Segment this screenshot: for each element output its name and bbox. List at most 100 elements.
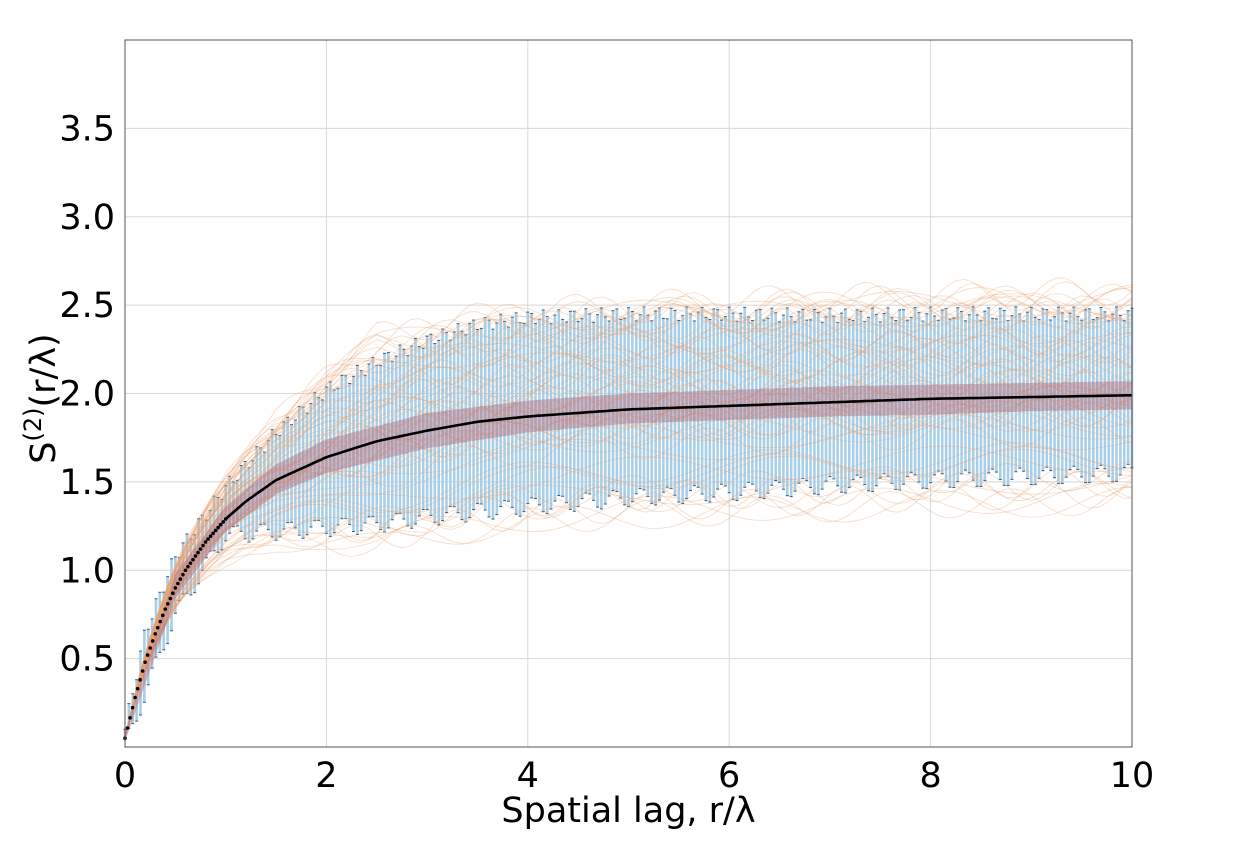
realization-line [124,401,1133,739]
mean-point [211,531,215,536]
mean-point [218,522,223,527]
mean-point [196,550,200,555]
realization-line [124,284,1133,739]
mean-point [201,543,205,548]
y-tick-label: 3.0 [59,198,115,238]
mean-point [160,613,165,618]
x-tick-label: 6 [718,756,740,796]
x-tick-label: 4 [517,756,539,796]
mean-point [173,586,178,590]
realization-line [124,483,382,739]
realization-line [124,424,1133,739]
mean-point [178,577,183,581]
mean-point [203,540,208,544]
realization-line [124,397,1133,739]
mean-point [148,646,152,650]
realization-line [124,317,1133,739]
realization-line [124,482,249,739]
realization-line [124,313,1133,739]
realization-line [124,292,1133,739]
realization-line [124,332,1133,739]
mean-point [198,547,203,551]
realization-line [124,400,1132,739]
realization-line [124,446,1133,739]
mean-point [206,537,210,541]
mean-point [193,554,198,558]
realization-line [124,386,1133,739]
y-tick-label: 1.5 [59,463,115,503]
x-tick-label: 0 [114,756,136,796]
realization-line [124,449,1133,739]
mean-point [153,632,158,636]
mean-point [135,686,140,691]
y-axis-label-base: S [24,442,64,464]
realization-line [124,471,1133,739]
mean-point [168,596,173,601]
realization-line [124,345,1133,739]
x-tick-label: 2 [315,756,337,796]
y-axis-label-superscript: (2) [19,408,47,442]
mean-point [171,591,175,596]
realization-line [124,277,1133,739]
realization-line [124,368,1133,739]
realization-line [124,340,1133,739]
y-axis-label-argument: (r/λ) [24,333,64,407]
realization-line [124,396,1133,739]
realization-line [124,355,1133,739]
realization-line [124,401,1133,739]
realization-line [124,362,1133,739]
realization-line [124,460,1133,739]
x-tick-label: 8 [919,756,941,796]
mean-point [221,520,225,524]
realization-line [124,469,1133,739]
plot-frame [124,39,1133,748]
mean-point [163,607,168,611]
realization-line [124,332,1133,739]
realization-line [124,482,1133,739]
realization-line [124,445,1133,739]
y-tick-label: 2.0 [59,375,115,415]
mean-point [186,564,190,569]
mean-point [150,639,155,643]
realization-line [124,341,1133,739]
y-tick-label: 1.0 [59,551,115,591]
y-tick-label: 3.5 [59,109,115,149]
mean-point [140,669,145,673]
realization-line [124,468,1133,739]
realization-line [124,470,1133,739]
mean-point [208,534,213,539]
mean-point [143,660,147,664]
mean-point [183,568,188,573]
realization-line [124,320,1133,739]
mean-point [128,716,132,720]
realization-line [124,516,427,739]
realization-line [124,413,1133,739]
mean-point [138,678,142,682]
mean-series [123,394,1132,740]
y-tick-labels: 0.5 1.0 1.5 2.0 2.5 3.0 3.5 [59,109,115,679]
realization-line [124,398,1133,739]
x-tick-label: 10 [1110,756,1155,796]
mean-point [145,653,150,657]
realization-line [124,310,1133,739]
realization-line [124,312,1133,739]
mean-point [188,561,193,565]
realization-line [124,480,1133,739]
y-tick-label: 0.5 [59,640,115,680]
realization-line [124,537,227,739]
realization-line [124,486,1133,739]
realization-line [124,295,1133,739]
realization-line [124,364,1133,739]
y-axis-label: S(2)(r/λ) [19,333,64,463]
realization-line [124,384,1133,739]
y-tick-label: 2.5 [59,286,115,326]
realization-line [124,327,1132,739]
realization-line [124,417,1133,739]
realization-line [124,334,1133,739]
realization-line [124,409,1133,739]
mean-point [130,705,135,710]
x-tick-labels: 0 2 4 6 8 10 [114,756,1154,796]
mean-point [191,557,195,562]
mean-point [216,525,220,530]
realization-line [124,356,1133,739]
